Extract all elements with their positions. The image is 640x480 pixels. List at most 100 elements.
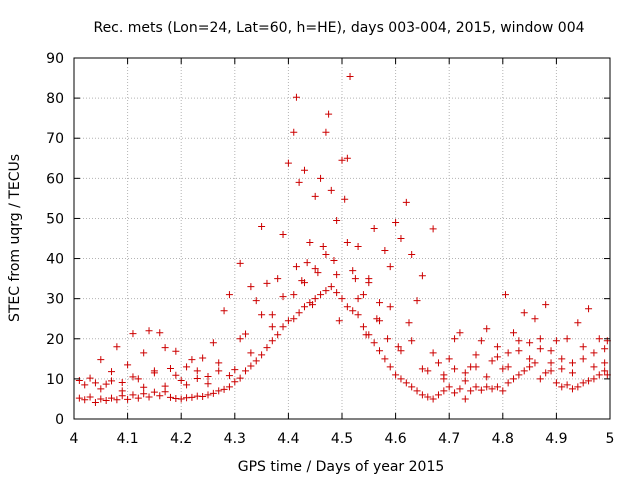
data-point bbox=[290, 291, 298, 299]
data-point bbox=[108, 394, 116, 402]
data-point bbox=[384, 335, 392, 343]
data-point bbox=[129, 391, 137, 399]
x-tick-label: 4.9 bbox=[545, 431, 567, 447]
data-point bbox=[510, 375, 518, 383]
data-point bbox=[520, 309, 528, 317]
data-point bbox=[298, 277, 306, 285]
data-point bbox=[590, 375, 598, 383]
x-tick-label: 4.2 bbox=[170, 431, 192, 447]
data-point bbox=[601, 359, 609, 367]
data-point bbox=[392, 371, 400, 379]
data-point bbox=[140, 390, 148, 398]
data-point bbox=[183, 381, 191, 389]
data-point bbox=[204, 380, 212, 388]
data-point bbox=[392, 218, 400, 226]
data-point bbox=[209, 389, 217, 397]
data-point bbox=[536, 345, 544, 353]
data-point bbox=[91, 399, 99, 407]
data-point bbox=[166, 393, 174, 401]
data-point bbox=[504, 363, 512, 371]
x-axis-label: GPS time / Days of year 2015 bbox=[238, 459, 445, 475]
data-point bbox=[595, 371, 603, 379]
data-point bbox=[134, 394, 142, 402]
data-point bbox=[354, 311, 362, 319]
data-point bbox=[279, 293, 287, 301]
data-point bbox=[563, 381, 571, 389]
data-point bbox=[335, 317, 343, 325]
data-point bbox=[542, 301, 550, 309]
data-point bbox=[386, 363, 394, 371]
x-tick-label: 4.4 bbox=[277, 431, 299, 447]
data-point bbox=[274, 331, 282, 339]
data-point bbox=[86, 374, 94, 382]
data-point bbox=[408, 337, 416, 345]
data-point bbox=[129, 330, 137, 338]
y-tick-label: 10 bbox=[46, 372, 64, 388]
data-point bbox=[531, 359, 539, 367]
data-point bbox=[402, 198, 410, 206]
x-tick-label: 4 bbox=[70, 431, 79, 447]
chart-title: Rec. mets (Lon=24, Lat=60, h=HE), days 0… bbox=[93, 20, 584, 36]
y-axis-ticks: 0 10 20 30 40 50 60 70 80 90 bbox=[46, 51, 610, 428]
data-point bbox=[542, 369, 550, 377]
data-point bbox=[568, 369, 576, 377]
data-point bbox=[590, 363, 598, 371]
data-point bbox=[429, 225, 437, 233]
data-point bbox=[568, 359, 576, 367]
data-point bbox=[418, 365, 426, 373]
data-point bbox=[338, 295, 346, 303]
data-point bbox=[268, 323, 276, 331]
data-point bbox=[359, 291, 367, 299]
data-point bbox=[193, 367, 201, 375]
data-point bbox=[341, 195, 349, 203]
data-point bbox=[456, 385, 464, 393]
data-point bbox=[177, 376, 185, 384]
data-point bbox=[242, 367, 250, 375]
data-point bbox=[461, 395, 469, 403]
data-point bbox=[81, 396, 89, 404]
data-point bbox=[601, 367, 609, 375]
x-tick-label: 4.6 bbox=[384, 431, 406, 447]
data-point bbox=[81, 381, 89, 389]
data-point bbox=[161, 344, 169, 352]
data-point bbox=[333, 216, 341, 224]
data-point bbox=[231, 366, 239, 374]
data-point bbox=[97, 385, 105, 393]
data-point bbox=[319, 243, 327, 251]
data-point bbox=[461, 369, 469, 377]
data-point bbox=[284, 159, 292, 167]
data-point bbox=[150, 369, 158, 377]
data-point bbox=[263, 279, 271, 287]
data-point bbox=[424, 367, 432, 375]
data-point bbox=[183, 363, 191, 371]
data-point bbox=[568, 385, 576, 393]
data-point bbox=[552, 337, 560, 345]
data-point bbox=[284, 317, 292, 325]
data-point bbox=[156, 392, 164, 400]
data-point bbox=[376, 299, 384, 307]
data-point bbox=[303, 259, 311, 267]
data-point bbox=[451, 335, 459, 343]
data-point bbox=[397, 375, 405, 383]
data-point bbox=[585, 377, 593, 385]
data-point bbox=[493, 343, 501, 351]
data-point bbox=[199, 393, 207, 401]
y-axis-label: STEC from uqrg / TECUs bbox=[7, 154, 23, 322]
data-point bbox=[118, 378, 126, 386]
data-point bbox=[231, 378, 239, 386]
data-point bbox=[140, 349, 148, 357]
data-point bbox=[215, 367, 223, 375]
data-point bbox=[124, 395, 132, 403]
data-point bbox=[574, 383, 582, 391]
data-point bbox=[413, 297, 421, 305]
data-point bbox=[461, 377, 469, 385]
data-point bbox=[531, 315, 539, 323]
data-point bbox=[252, 297, 260, 305]
data-point bbox=[242, 330, 250, 338]
data-point bbox=[493, 383, 501, 391]
data-point bbox=[408, 383, 416, 391]
data-point bbox=[408, 251, 416, 259]
data-point bbox=[558, 383, 566, 391]
data-point bbox=[145, 393, 153, 401]
data-point bbox=[225, 372, 233, 380]
